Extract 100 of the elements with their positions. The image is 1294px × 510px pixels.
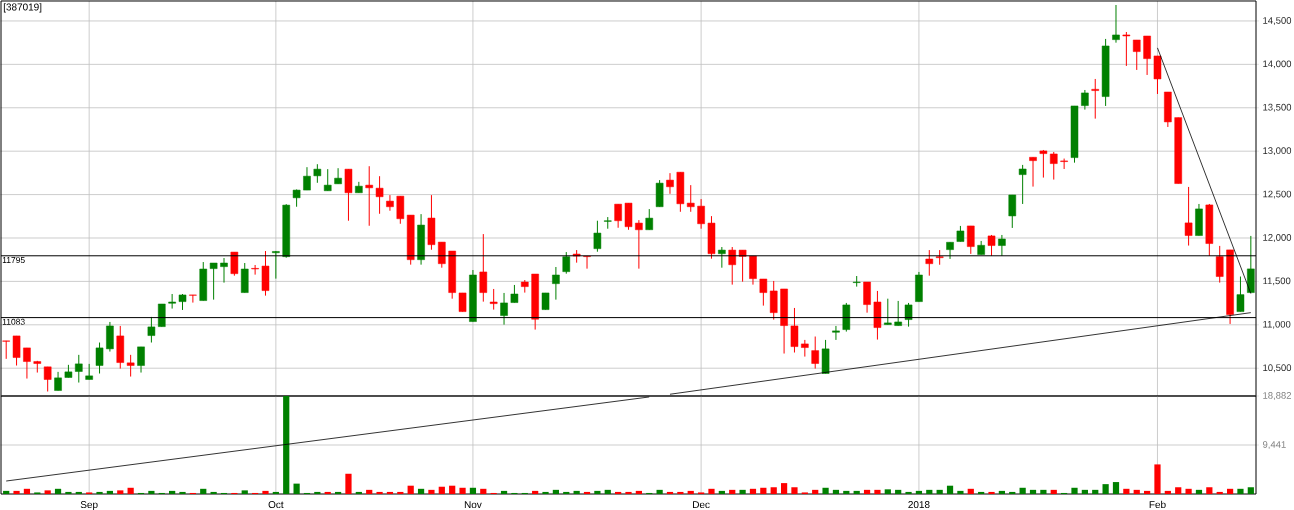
candlestick [614,203,622,229]
y-tick-label: 11,000 [1263,320,1291,329]
bar [417,488,425,494]
candlestick [697,198,705,230]
candlestick [946,241,954,260]
bar [946,485,954,494]
y-tick-label: 12,000 [1263,234,1292,242]
x-tick-label: Sep [80,501,98,510]
bar [957,490,964,494]
bar [210,491,217,494]
candlestick [386,194,394,212]
candlestick [344,168,353,222]
bar [729,489,736,494]
y-tick-label: 10,500 [1263,364,1292,373]
candlestick [251,264,259,276]
bar [542,491,549,494]
bar [500,490,508,494]
candlestick [811,336,819,370]
candlestick [769,280,778,321]
bar [552,489,560,494]
bar [407,485,414,494]
candlestick [925,249,934,277]
candlestick [489,288,498,311]
bar [832,489,840,494]
bar [179,491,186,494]
bar [1206,487,1213,494]
bar [200,488,207,494]
candlestick [137,346,145,374]
bar [480,488,487,494]
bar [905,491,912,494]
bar [428,489,435,494]
candlestick [749,255,757,286]
y-tick-label: 14,500 [1263,17,1292,25]
bar [75,491,82,494]
bar [926,489,933,494]
candlestick [790,307,799,353]
bar [978,491,985,494]
bar [1144,490,1151,494]
bar [615,491,622,494]
candlestick [220,257,228,284]
candlestick [1039,149,1048,179]
candlestick [396,195,405,225]
candlestick [655,179,664,208]
y-tick-label: 14,000 [1263,60,1292,69]
candlestick [500,292,508,326]
candlestick [1081,89,1089,111]
bar [96,491,103,494]
candlestick [272,250,280,280]
bar [469,487,477,494]
candlestick [1247,235,1255,294]
candlestick [967,225,975,255]
bar [324,491,331,494]
candlestick [635,219,643,270]
candlestick [313,163,322,184]
x-tick-label: Nov [464,501,482,509]
bar [262,490,269,494]
x-tick-label: Dec [693,501,710,509]
bar [843,490,850,494]
candlestick [43,366,52,392]
candlestick [1236,276,1245,313]
bar [687,490,694,494]
bar [272,491,279,494]
bar [1081,489,1088,494]
candlestick [323,168,332,192]
bar [355,491,362,494]
candlestick [863,281,871,314]
bar [822,487,829,494]
candlestick [438,241,446,269]
bar [563,491,570,494]
candlestick [2,340,10,360]
y-tick-label: 12,500 [1263,190,1292,199]
bar [988,491,995,494]
bar [936,489,943,494]
bar [895,489,902,494]
bar [1185,488,1192,494]
bar [54,488,62,494]
bar [1133,489,1140,494]
bar [3,490,10,494]
bar [1237,488,1244,494]
bar [44,490,51,494]
bar [1040,489,1047,494]
bar [397,491,404,494]
bar [749,488,757,494]
candlestick [1143,35,1151,76]
bar [1112,482,1120,494]
bar [1102,484,1109,494]
bar [117,490,124,494]
bar [532,490,539,494]
bar [884,489,891,494]
bar [1226,488,1234,494]
candlestick [126,354,135,378]
bar [1175,487,1182,494]
ref-line-label: 11795 [2,257,25,263]
bar [656,489,663,494]
candlestick [147,316,156,344]
bar [23,488,31,494]
candlestick [375,175,384,215]
bar [345,473,352,494]
x-tick-label: Feb [1149,500,1166,509]
candlestick [552,266,560,301]
